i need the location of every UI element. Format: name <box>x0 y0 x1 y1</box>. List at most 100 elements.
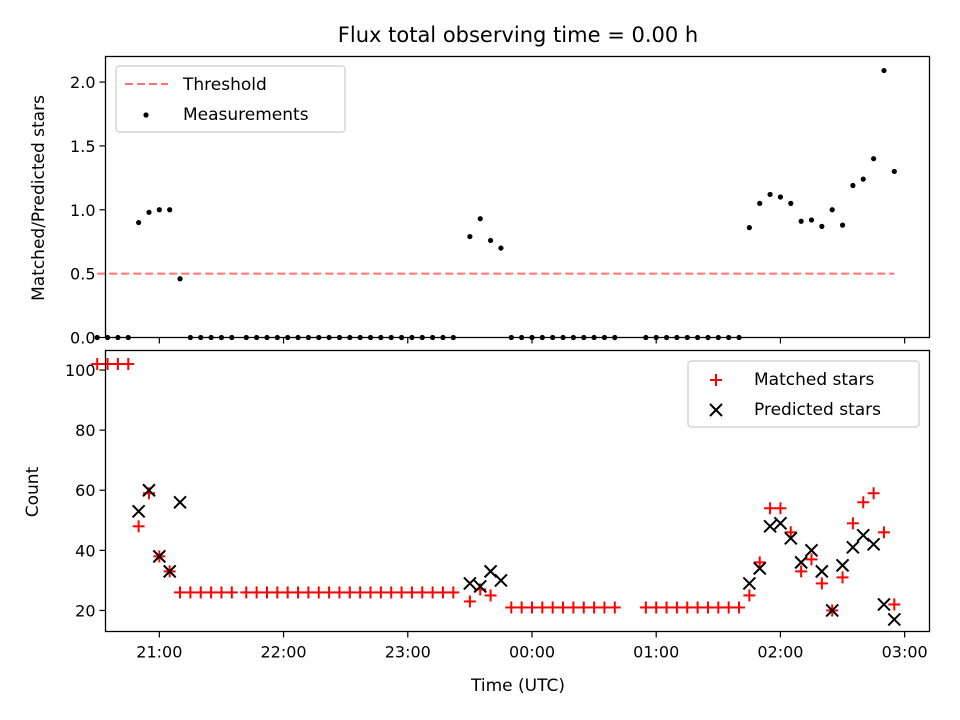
measurement-point <box>808 217 815 223</box>
measurement-point <box>871 156 877 162</box>
top-plot-ticks: 0.0 0.5 1.0 1.5 2.0 <box>70 73 906 348</box>
predicted-stars-point <box>142 483 156 497</box>
measurement-point <box>777 194 784 200</box>
matched-stars-point <box>536 601 549 614</box>
y-tick-label: 0.0 <box>70 329 95 348</box>
matched-stars-point <box>416 586 429 599</box>
matched-stars-point <box>374 586 387 599</box>
top-plot-frame <box>104 55 931 339</box>
top-legend-box <box>115 65 346 133</box>
matched-legend-marker <box>710 374 722 386</box>
matched-stars-point <box>240 586 253 599</box>
measurement-point <box>177 276 183 282</box>
matched-stars-point <box>805 553 818 566</box>
top-plot-ylabel: Matched/Predicted stars <box>29 95 49 301</box>
measurement-point <box>487 237 494 244</box>
matched-stars-point <box>546 601 559 614</box>
measurement-point <box>94 334 100 341</box>
y-tick-label: 80 <box>75 421 95 440</box>
predicted-stars-point <box>784 531 798 546</box>
predicted-stars-point <box>846 540 860 555</box>
predicted-stars-point <box>877 597 891 612</box>
y-tick-label: 40 <box>75 541 95 560</box>
predicted-stars-point <box>794 555 808 570</box>
matched-stars-point <box>132 520 145 533</box>
matched-stars-point <box>101 358 114 371</box>
top-plot-title: Flux total observing time = 0.00 h <box>338 23 698 47</box>
matched-stars-point <box>194 586 207 599</box>
measurement-point <box>819 223 825 229</box>
matched-stars-point <box>302 586 315 599</box>
matched-legend-label: Matched stars <box>754 370 874 390</box>
matched-stars-point <box>405 586 418 599</box>
predicted-stars-point <box>825 603 839 618</box>
matched-stars-point <box>670 601 683 614</box>
y-tick-label: 1.0 <box>70 201 95 220</box>
predicted-stars-point <box>463 576 477 591</box>
matched-stars-point <box>712 601 725 614</box>
matched-stars-point <box>184 586 197 599</box>
matched-stars-point <box>691 601 704 614</box>
matched-stars-point <box>260 586 273 599</box>
measurement-point <box>767 191 773 198</box>
matched-stars-point <box>354 586 367 599</box>
bottom-plot: Count Time (UTC) 20 40 60 80 100 21:00 22:00 23… <box>23 349 931 696</box>
matched-stars-point <box>271 586 284 599</box>
matched-stars-point <box>333 586 346 599</box>
predicted-stars-point <box>835 558 850 573</box>
matched-stars-point <box>385 586 398 599</box>
matched-stars-point <box>364 586 377 599</box>
measurement-point <box>829 207 835 213</box>
bottom-plot-legend: Matched stars Predicted stars <box>687 360 920 428</box>
matched-stars-point <box>681 601 694 614</box>
predicted-stars-point <box>866 537 881 552</box>
measurement-point <box>477 216 483 222</box>
measurement-point <box>850 182 856 189</box>
matched-stars-point <box>867 487 880 500</box>
x-tick-label: 23:00 <box>385 643 431 662</box>
measurement-point <box>167 207 173 213</box>
measurement-point <box>746 225 752 231</box>
y-tick-label: 60 <box>75 481 95 500</box>
matched-stars-point <box>888 598 901 611</box>
y-tick-label: 100 <box>65 361 96 380</box>
matched-stars-point <box>608 601 621 614</box>
matched-stars-point <box>515 601 528 614</box>
bottom-plot-marks <box>91 358 902 627</box>
x-tick-label: 02:00 <box>757 643 803 662</box>
x-tick-label: 21:00 <box>136 643 182 662</box>
predicted-stars-point <box>173 495 187 509</box>
matched-stars-point <box>323 586 336 599</box>
matched-stars-point <box>836 571 849 584</box>
measurements-legend-marker <box>143 112 149 118</box>
matched-stars-point <box>225 586 238 599</box>
measurement-point <box>146 209 152 215</box>
measurement-point <box>839 222 846 228</box>
threshold-legend-label: Threshold <box>182 75 267 95</box>
predicted-stars-point <box>742 576 757 591</box>
measurement-point <box>798 218 804 224</box>
top-plot: Flux total observing time = 0.00 h Match… <box>29 23 931 348</box>
matched-stars-point <box>753 556 766 569</box>
predicted-legend-label: Predicted stars <box>754 400 881 420</box>
matched-stars-point <box>588 601 601 614</box>
matched-stars-point <box>577 601 590 614</box>
bottom-plot-frame <box>104 349 931 633</box>
matched-stars-point <box>557 601 570 614</box>
measurement-point <box>156 207 162 213</box>
predicted-stars-point <box>473 579 487 594</box>
y-tick-label: 1.5 <box>70 137 95 156</box>
matched-stars-point <box>395 586 408 599</box>
matched-stars-point <box>312 586 325 599</box>
x-tick-label: 00:00 <box>509 643 555 662</box>
matched-stars-point <box>250 586 263 599</box>
measurement-point <box>891 168 897 175</box>
matched-stars-point <box>639 601 652 614</box>
top-plot-legend: Threshold Measurements <box>115 65 346 133</box>
matched-stars-point <box>292 586 305 599</box>
matched-stars-point <box>122 358 135 371</box>
matched-stars-point <box>436 586 449 599</box>
matched-stars-point <box>505 601 518 614</box>
matched-stars-point <box>463 595 476 608</box>
